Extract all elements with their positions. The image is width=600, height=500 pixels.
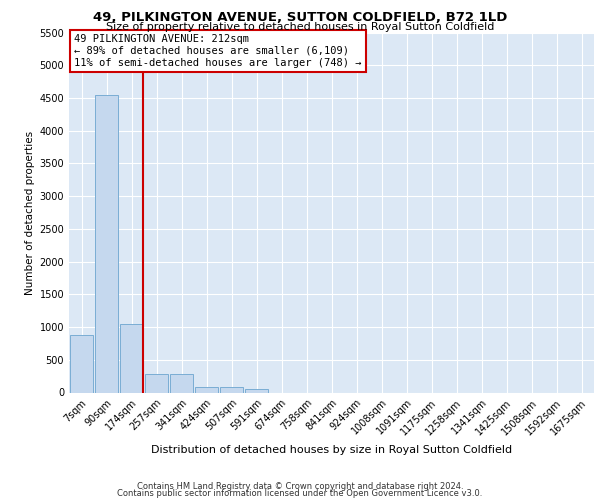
Y-axis label: Number of detached properties: Number of detached properties	[25, 130, 35, 294]
Bar	[220, 386, 243, 392]
Text: Contains public sector information licensed under the Open Government Licence v3: Contains public sector information licen…	[118, 489, 482, 498]
Bar	[170, 374, 193, 392]
Text: Contains HM Land Registry data © Crown copyright and database right 2024.: Contains HM Land Registry data © Crown c…	[137, 482, 463, 491]
Text: 49, PILKINGTON AVENUE, SUTTON COLDFIELD, B72 1LD: 49, PILKINGTON AVENUE, SUTTON COLDFIELD,…	[93, 11, 507, 24]
Text: Size of property relative to detached houses in Royal Sutton Coldfield: Size of property relative to detached ho…	[106, 22, 494, 32]
Bar	[245, 388, 268, 392]
Bar	[120, 324, 143, 392]
X-axis label: Distribution of detached houses by size in Royal Sutton Coldfield: Distribution of detached houses by size …	[151, 445, 512, 455]
Bar	[70, 335, 93, 392]
Text: 49 PILKINGTON AVENUE: 212sqm
← 89% of detached houses are smaller (6,109)
11% of: 49 PILKINGTON AVENUE: 212sqm ← 89% of de…	[74, 34, 362, 68]
Bar	[145, 374, 168, 392]
Bar	[95, 94, 118, 393]
Bar	[195, 386, 218, 392]
